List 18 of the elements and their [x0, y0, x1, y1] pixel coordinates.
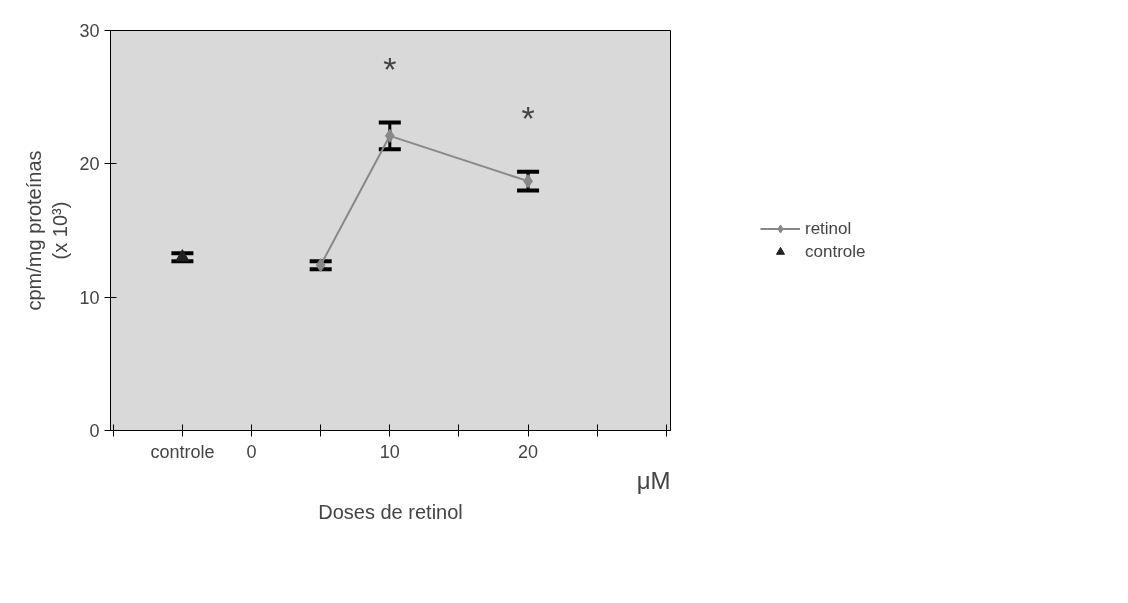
x-axis-title: Doses de retinol [318, 500, 463, 523]
y-tick-label: 20 [79, 154, 100, 175]
x-tick-label: controle [150, 441, 215, 462]
x-tick-label: 0 [246, 441, 257, 462]
annotation: * [383, 49, 397, 88]
y-tick-label: 10 [79, 287, 100, 308]
annotation: * [521, 98, 535, 137]
x-tick-label: 10 [379, 441, 400, 462]
y-axis-title: cpm/mg proteínas (x 10³) [23, 150, 72, 311]
y-tick-label: 30 [79, 21, 100, 41]
point [315, 258, 326, 273]
x-tick-label: 20 [518, 441, 539, 462]
text: μM [636, 466, 671, 494]
legend-label: retinol [805, 218, 852, 239]
y-tick-label: 0 [89, 421, 100, 441]
point [175, 249, 190, 262]
point [384, 128, 395, 143]
legend-label: controle [805, 241, 866, 262]
